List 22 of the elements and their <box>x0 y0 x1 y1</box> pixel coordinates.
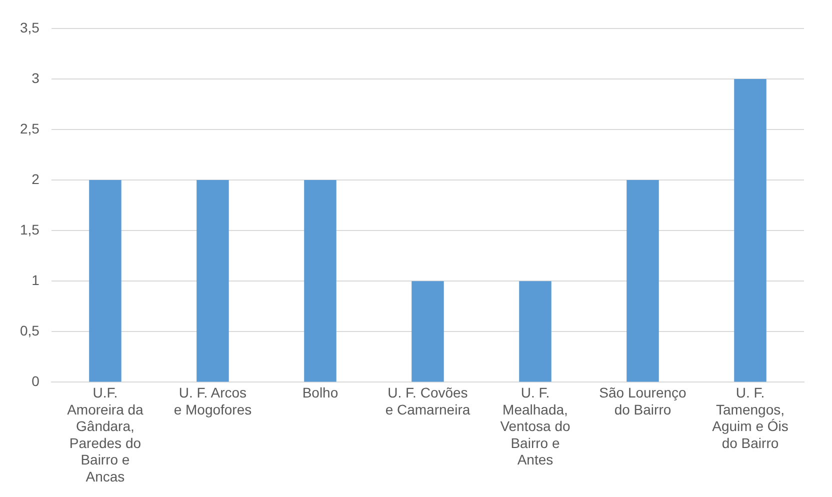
y-tick-label: 2,5 <box>20 120 40 136</box>
y-tick-label: 0 <box>32 373 40 390</box>
bar <box>626 180 659 382</box>
bar <box>196 180 229 382</box>
y-tick-label: 3,5 <box>20 19 40 36</box>
bar <box>734 78 766 382</box>
x-tick-label: U. F. Tamengos, Aguim e Óis do Bairro <box>712 384 788 451</box>
x-tick-label: Bolho <box>302 384 338 400</box>
x-tick-label: U. F. Arcos e Mogofores <box>174 384 252 418</box>
bar <box>519 281 552 382</box>
bar <box>412 281 444 382</box>
y-tick-label: 1 <box>32 272 40 288</box>
x-tick-label: U. F. Covões e Camarneira <box>385 384 470 418</box>
bar <box>89 180 122 382</box>
y-tick-label: 3 <box>32 70 40 86</box>
y-tick-label: 1,5 <box>20 221 40 238</box>
y-tick-label: 0,5 <box>20 322 40 339</box>
y-tick-label: 2 <box>32 170 40 187</box>
x-tick-label: U.F. Amoreira da Gândara, Paredes do Bairro e Ancas <box>67 384 144 484</box>
x-tick-label: São Lourenço do Bairro <box>599 384 687 418</box>
bar <box>304 180 336 382</box>
x-tick-label: U. F. Mealhada, Ventosa do Bairro e Antes <box>500 384 570 468</box>
